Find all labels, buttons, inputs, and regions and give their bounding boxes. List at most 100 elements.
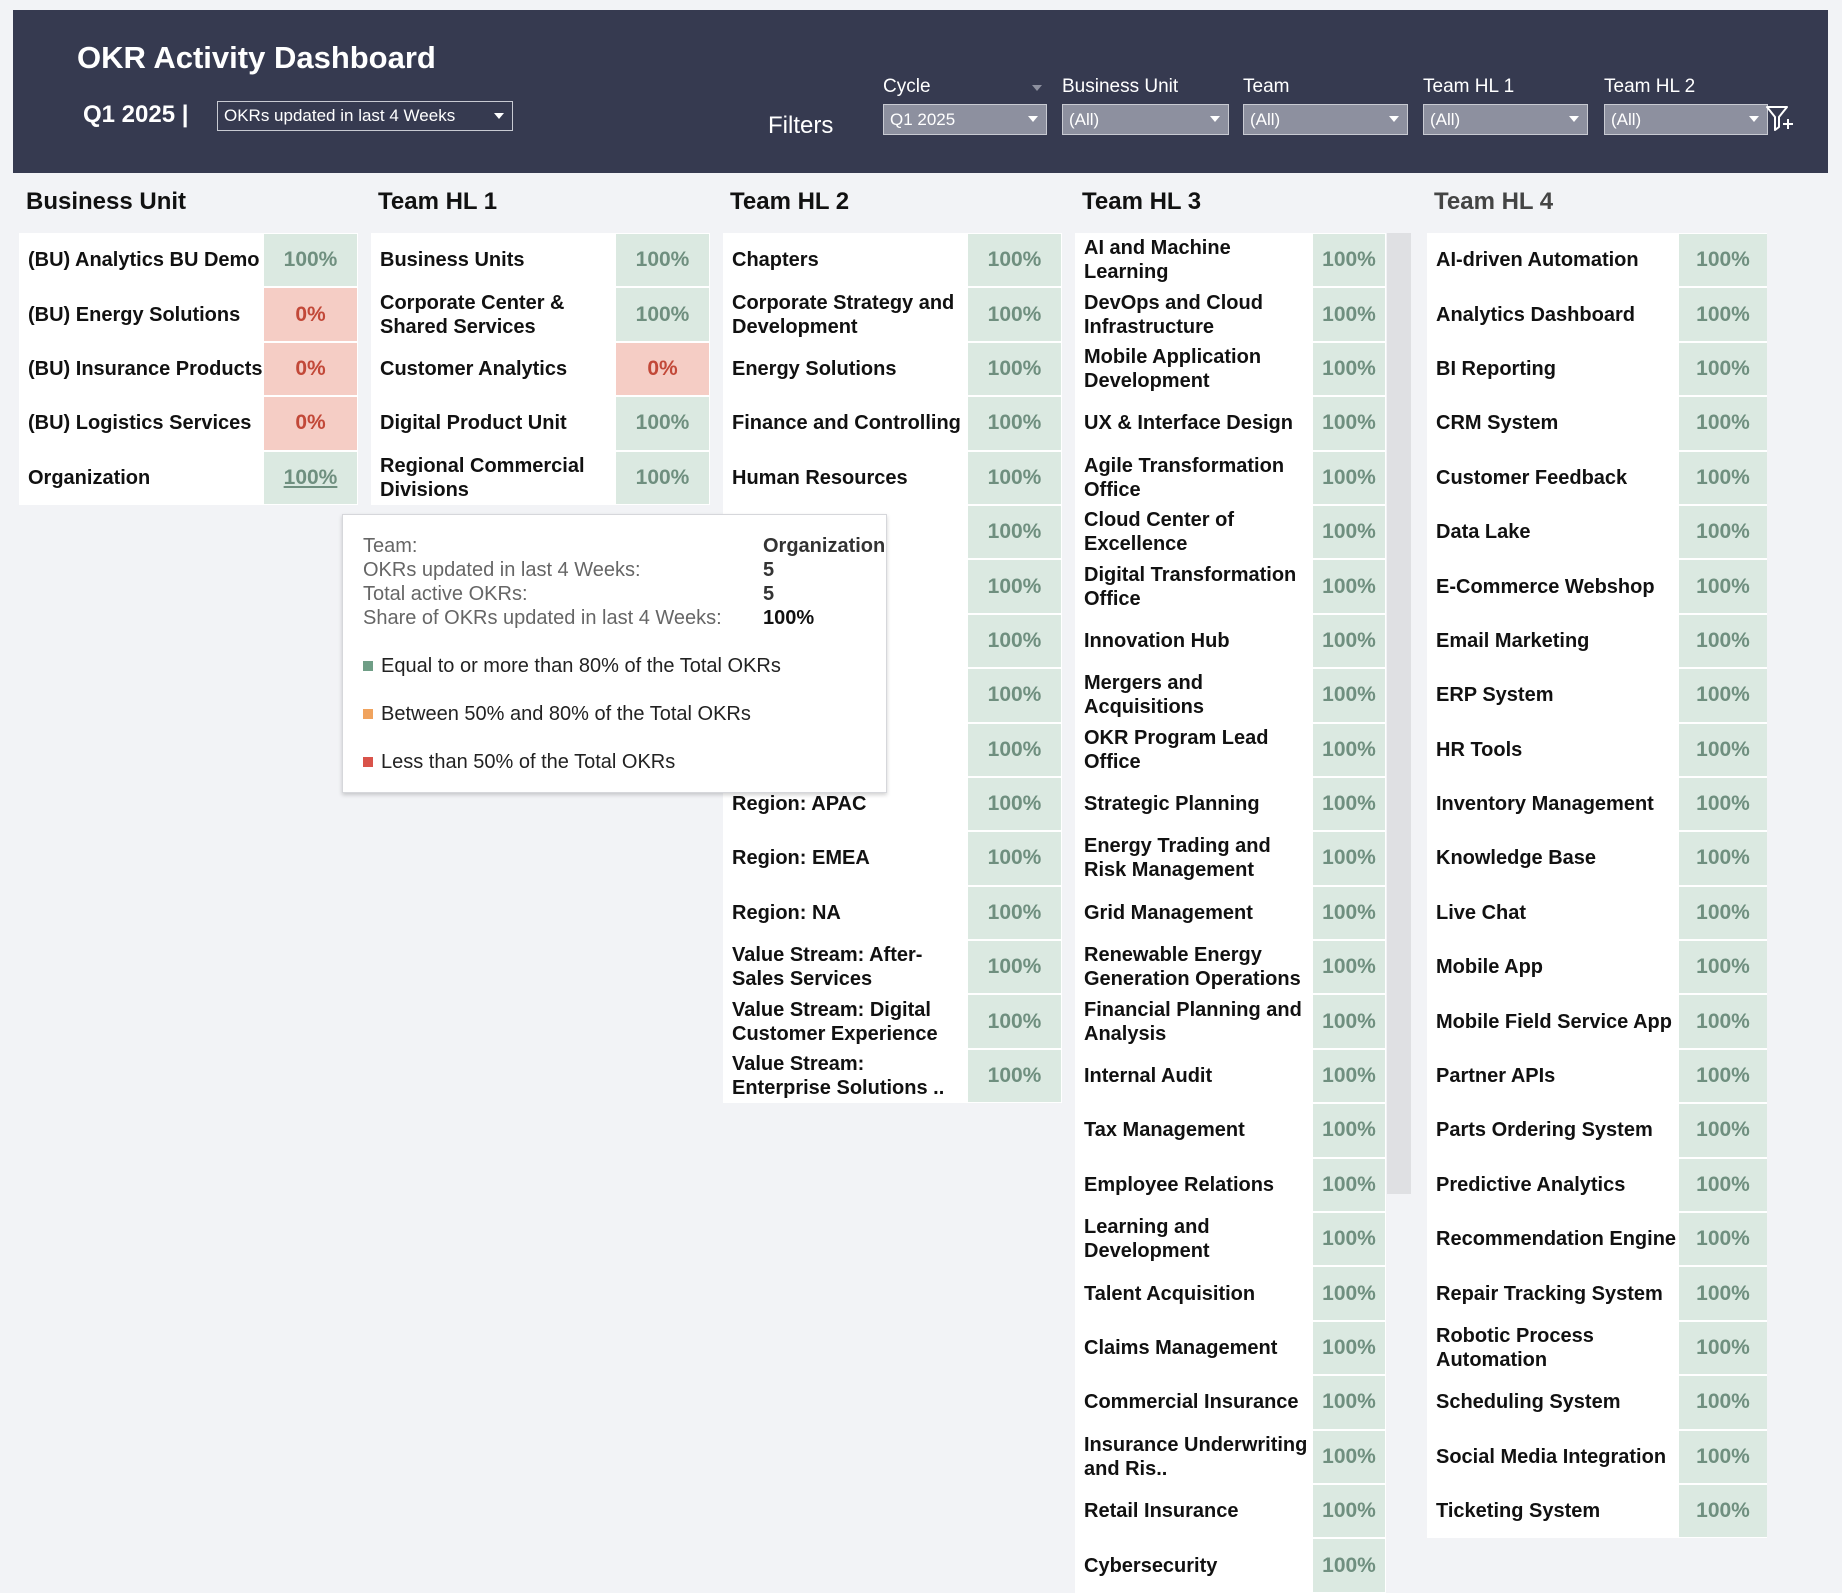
list-item[interactable]: Value Stream: Enterprise Solutions .. 100… [723, 1049, 1062, 1103]
list-item[interactable]: Finance and Controlling 100% [723, 396, 1062, 450]
list-item[interactable]: (BU) Logistics Services 0% [19, 396, 358, 450]
list-item[interactable]: Renewable Energy Generation Operations 10… [1075, 940, 1386, 994]
list-item[interactable]: Talent Acquisition 100% [1075, 1266, 1386, 1320]
filter-funnel-icon[interactable] [1765, 103, 1795, 133]
list-item[interactable]: AI-driven Automation 100% [1427, 233, 1767, 287]
percentage-cell[interactable]: 100% [264, 451, 357, 504]
percentage-cell[interactable]: 100% [264, 234, 357, 287]
percentage-cell[interactable]: 100% [1679, 288, 1767, 341]
list-item[interactable]: Internal Audit 100% [1075, 1049, 1386, 1103]
percentage-cell[interactable]: 100% [968, 234, 1061, 287]
percentage-cell[interactable]: 100% [968, 1049, 1061, 1103]
list-item[interactable]: Cloud Center of Excellence 100% [1075, 505, 1386, 559]
list-item[interactable]: Email Marketing 100% [1427, 614, 1767, 668]
list-item[interactable]: Inventory Management 100% [1427, 777, 1767, 831]
list-item[interactable]: Commercial Insurance 100% [1075, 1375, 1386, 1429]
percentage-cell[interactable]: 100% [1313, 1539, 1385, 1592]
percentage-cell[interactable]: 100% [968, 777, 1061, 831]
percentage-cell[interactable]: 100% [1313, 723, 1385, 776]
percentage-cell[interactable]: 100% [1679, 1267, 1767, 1320]
percentage-cell[interactable]: 100% [968, 886, 1061, 940]
percentage-cell[interactable]: 100% [1679, 995, 1767, 1048]
percentage-cell[interactable]: 100% [616, 288, 709, 341]
percentage-cell[interactable]: 100% [1313, 505, 1385, 559]
percentage-cell[interactable]: 0% [264, 342, 357, 396]
percentage-cell[interactable]: 100% [1313, 560, 1385, 613]
percentage-cell[interactable]: 100% [1313, 1104, 1385, 1157]
percentage-cell[interactable]: 100% [1679, 342, 1767, 396]
percentage-cell[interactable]: 100% [1679, 1376, 1767, 1429]
list-item[interactable]: Scheduling System 100% [1427, 1375, 1767, 1429]
list-item[interactable]: Energy Solutions 100% [723, 342, 1062, 396]
list-item[interactable]: Region: NA 100% [723, 886, 1062, 940]
list-item[interactable]: Energy Trading and Risk Management 100% [1075, 831, 1386, 885]
filter-team-hl1-select[interactable]: (All) [1423, 104, 1588, 135]
percentage-cell[interactable]: 100% [1679, 1430, 1767, 1483]
percentage-cell[interactable]: 100% [1679, 234, 1767, 287]
list-item[interactable]: Knowledge Base 100% [1427, 831, 1767, 885]
percentage-cell[interactable]: 100% [1313, 614, 1385, 668]
percentage-cell[interactable]: 100% [1313, 941, 1385, 994]
percentage-cell[interactable]: 100% [968, 451, 1061, 504]
percentage-cell[interactable]: 100% [1313, 1049, 1385, 1103]
percentage-cell[interactable]: 100% [968, 669, 1061, 722]
list-item[interactable]: Financial Planning and Analysis 100% [1075, 994, 1386, 1048]
list-item[interactable]: Predictive Analytics 100% [1427, 1158, 1767, 1212]
list-item[interactable]: HR Tools 100% [1427, 723, 1767, 777]
list-item[interactable]: Recommendation Engine 100% [1427, 1212, 1767, 1266]
list-item[interactable]: ERP System 100% [1427, 668, 1767, 722]
list-item[interactable]: Corporate Strategy and Development 100% [723, 287, 1062, 341]
percentage-cell[interactable]: 100% [1679, 1484, 1767, 1538]
list-item[interactable]: Regional Commercial Divisions 100% [371, 451, 710, 505]
list-item[interactable]: Innovation Hub 100% [1075, 614, 1386, 668]
list-item[interactable]: Mobile Field Service App 100% [1427, 994, 1767, 1048]
percentage-cell[interactable]: 100% [968, 941, 1061, 994]
percentage-cell[interactable]: 100% [1313, 995, 1385, 1048]
list-item[interactable]: Region: APAC 100% [723, 777, 1062, 831]
list-item[interactable]: Agile Transformation Office 100% [1075, 451, 1386, 505]
percentage-cell[interactable]: 0% [264, 288, 357, 341]
list-item[interactable]: Parts Ordering System 100% [1427, 1103, 1767, 1157]
list-item[interactable]: DevOps and Cloud Infrastructure 100% [1075, 287, 1386, 341]
list-item[interactable]: Robotic Process Automation 100% [1427, 1321, 1767, 1375]
percentage-cell[interactable]: 100% [616, 234, 709, 287]
list-item[interactable]: Data Lake 100% [1427, 505, 1767, 559]
percentage-cell[interactable]: 100% [1313, 451, 1385, 504]
percentage-cell[interactable]: 100% [1313, 1213, 1385, 1266]
team-hl3-scrollbar[interactable] [1387, 233, 1411, 1194]
percentage-cell[interactable]: 100% [968, 723, 1061, 776]
percentage-cell[interactable]: 100% [1313, 1484, 1385, 1538]
percentage-cell[interactable]: 100% [1679, 777, 1767, 831]
filter-team-hl2-select[interactable]: (All) [1604, 104, 1768, 135]
list-item[interactable]: (BU) Analytics BU Demo 100% [19, 233, 358, 287]
list-item[interactable]: AI and Machine Learning 100% [1075, 233, 1386, 287]
list-item[interactable]: Digital Transformation Office 100% [1075, 559, 1386, 613]
percentage-cell[interactable]: 100% [616, 451, 709, 504]
percentage-cell[interactable]: 100% [968, 288, 1061, 341]
percentage-cell[interactable]: 100% [1679, 941, 1767, 994]
list-item[interactable]: Customer Feedback 100% [1427, 451, 1767, 505]
list-item[interactable]: 100% [723, 559, 1062, 613]
list-item[interactable]: Digital Product Unit 100% [371, 396, 710, 450]
percentage-cell[interactable]: 100% [968, 342, 1061, 396]
list-item[interactable]: Chapters 100% [723, 233, 1062, 287]
list-item[interactable]: Social Media Integration 100% [1427, 1430, 1767, 1484]
percentage-cell[interactable]: 100% [968, 560, 1061, 613]
percentage-cell[interactable]: 100% [1679, 669, 1767, 722]
list-item[interactable]: Organization 100% [19, 451, 358, 505]
list-item[interactable]: E-Commerce Webshop 100% [1427, 559, 1767, 613]
percentage-cell[interactable]: 100% [1679, 397, 1767, 450]
list-item[interactable]: Claims Management 100% [1075, 1321, 1386, 1375]
list-item[interactable]: Mobile App 100% [1427, 940, 1767, 994]
percentage-cell[interactable]: 100% [1313, 1430, 1385, 1483]
filter-cycle-select[interactable]: Q1 2025 [883, 104, 1047, 135]
list-item[interactable]: Value Stream: Digital Customer Experienc… [723, 994, 1062, 1048]
filter-business-unit-select[interactable]: (All) [1062, 104, 1229, 135]
list-item[interactable]: Human Resources 100% [723, 451, 1062, 505]
percentage-cell[interactable]: 100% [1313, 288, 1385, 341]
percentage-cell[interactable]: 100% [1679, 886, 1767, 940]
filter-team-select[interactable]: (All) [1243, 104, 1408, 135]
list-item[interactable]: Live Chat 100% [1427, 886, 1767, 940]
list-item[interactable]: Corporate Center & Shared Services 100% [371, 287, 710, 341]
